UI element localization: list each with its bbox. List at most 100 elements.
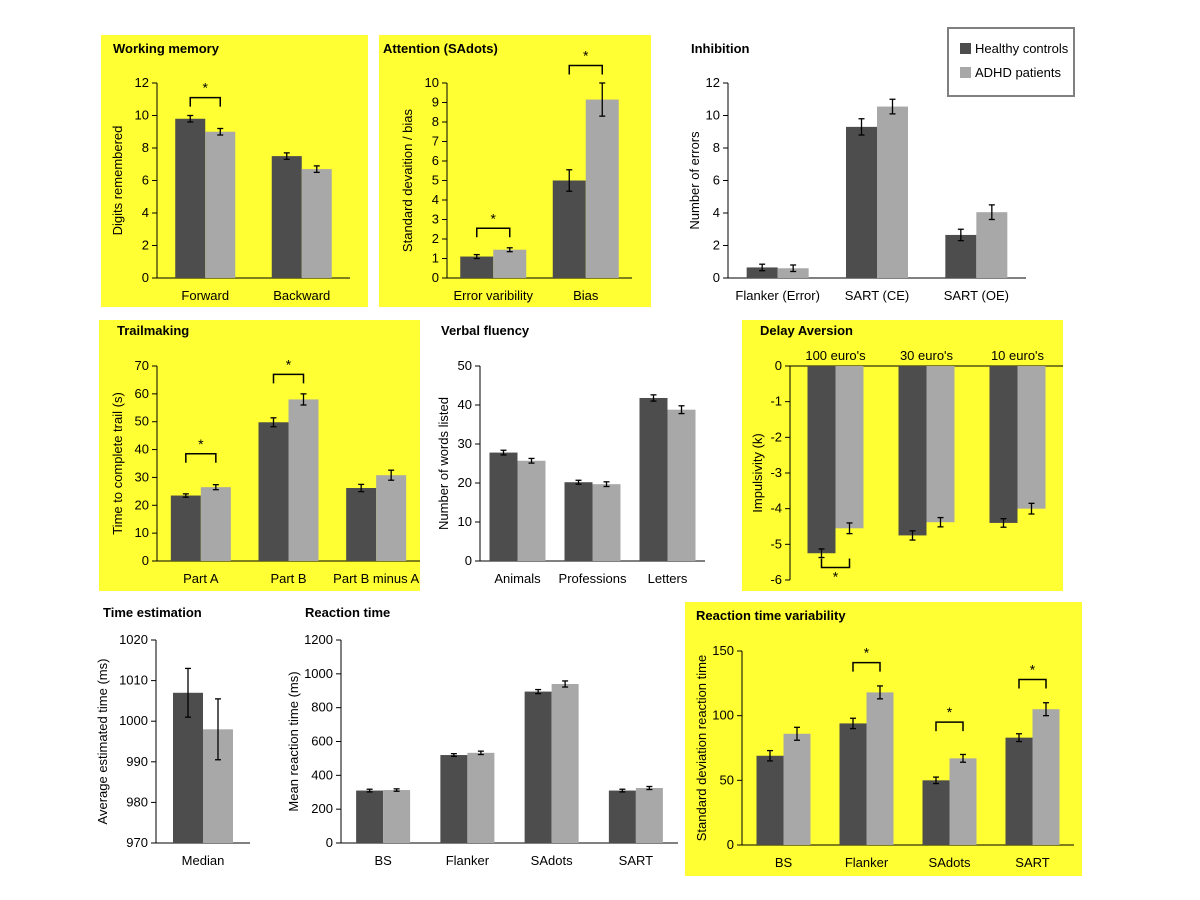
y-tick-label: 40	[458, 397, 472, 412]
bar-adhd	[866, 692, 894, 845]
y-tick-label: -3	[770, 465, 782, 480]
bar-healthy	[524, 691, 552, 843]
x-tick-label: SART (CE)	[845, 288, 910, 303]
y-axis-label: Average estimated time (ms)	[95, 659, 110, 825]
y-tick-label: 70	[135, 358, 149, 373]
significance-bracket	[1018, 678, 1047, 689]
bar-healthy	[807, 366, 836, 554]
y-tick-label: 1010	[119, 673, 148, 688]
significance-marker: *	[203, 80, 209, 96]
chart-attention: Attention (SAdots) 0 1 2 3 4 5 6 7 8 9 10 Standard d…	[379, 35, 651, 307]
y-tick-label: 7	[432, 134, 439, 149]
y-tick-label: 1200	[304, 632, 333, 647]
y-tick-label: 980	[126, 794, 148, 809]
significance-marker: *	[491, 210, 497, 226]
y-tick-label: -5	[770, 536, 782, 551]
y-tick-label: 2	[713, 238, 720, 253]
y-tick-label: -2	[770, 429, 782, 444]
y-tick-label: 10	[425, 75, 439, 90]
bar-healthy	[989, 366, 1018, 523]
x-tick-label: Flanker	[845, 855, 889, 870]
bar-healthy	[271, 156, 302, 278]
significance-marker: *	[198, 436, 204, 452]
bar-healthy	[346, 488, 377, 561]
chart-title: Attention (SAdots)	[383, 41, 498, 56]
legend-box	[947, 27, 1075, 97]
y-tick-label: 8	[432, 114, 439, 129]
y-tick-label: 50	[458, 358, 472, 373]
x-tick-label: Letters	[648, 571, 688, 586]
x-tick-label: Part B minus A	[333, 571, 419, 586]
x-tick-label: 10 euro's	[991, 348, 1045, 363]
bar-healthy	[756, 755, 784, 845]
y-tick-label: 4	[432, 192, 439, 207]
x-tick-label: Error varibility	[454, 288, 534, 303]
bar-adhd	[1032, 709, 1060, 845]
chart-title: Reaction time variability	[696, 608, 846, 623]
bar-adhd	[1017, 366, 1046, 509]
y-axis-label: Standard devaition / bias	[400, 108, 415, 252]
x-tick-label: 30 euro's	[900, 348, 954, 363]
bar-healthy	[356, 790, 384, 843]
y-tick-label: 50	[720, 772, 734, 787]
y-tick-label: 6	[142, 173, 149, 188]
bar-adhd	[288, 399, 319, 561]
bar-healthy	[564, 482, 593, 561]
y-tick-label: 2	[142, 238, 149, 253]
bar-adhd	[205, 131, 236, 278]
y-tick-label: 1000	[304, 666, 333, 681]
x-tick-label: Part B	[270, 571, 306, 586]
bar-healthy	[608, 790, 636, 843]
y-tick-label: 4	[713, 205, 720, 220]
y-tick-label: 12	[135, 75, 149, 90]
y-tick-label: 0	[727, 837, 734, 852]
y-axis-label: Number of errors	[687, 131, 702, 230]
y-tick-label: 0	[142, 270, 149, 285]
bar-healthy	[639, 397, 668, 561]
significance-marker: *	[864, 645, 870, 661]
y-tick-label: 10	[135, 525, 149, 540]
significance-bracket	[820, 558, 851, 569]
y-axis-label: Time to complete trail (s)	[110, 392, 125, 535]
significance-bracket	[852, 661, 881, 672]
chart-title: Delay Aversion	[760, 323, 853, 338]
y-tick-label: 2	[432, 231, 439, 246]
x-tick-label: Flanker	[446, 853, 490, 868]
y-tick-label: 8	[142, 140, 149, 155]
x-tick-label: Median	[182, 853, 225, 868]
x-tick-label: SART	[619, 853, 653, 868]
chart-trailmaking: Trailmaking 0 10 20 30 40 50 60 70 Time to comple…	[99, 320, 420, 591]
bar-adhd	[976, 212, 1008, 278]
significance-bracket	[476, 227, 511, 238]
y-tick-label: 800	[311, 700, 333, 715]
bar-healthy	[173, 692, 203, 843]
y-tick-label: 20	[458, 475, 472, 490]
x-tick-label: Professions	[559, 571, 627, 586]
y-tick-label: 970	[126, 835, 148, 850]
y-tick-label: 5	[432, 173, 439, 188]
legend-label-adhd: ADHD patients	[975, 65, 1061, 80]
chart-title: Trailmaking	[117, 323, 189, 338]
x-tick-label: Flanker (Error)	[735, 288, 820, 303]
y-tick-label: 50	[135, 414, 149, 429]
legend-label-healthy: Healthy controls	[975, 41, 1069, 56]
y-tick-label: 30	[458, 436, 472, 451]
bar-healthy	[922, 780, 950, 845]
y-tick-label: 10	[135, 108, 149, 123]
bar-healthy	[489, 452, 518, 561]
y-tick-label: 100	[712, 708, 734, 723]
bar-adhd	[926, 366, 955, 523]
significance-bracket	[189, 96, 221, 107]
x-tick-label: Backward	[273, 288, 330, 303]
bar-adhd	[783, 733, 811, 845]
chart-inhibition: Inhibition 0 2 4 6 8 10 12 Number of errors Flank…	[687, 41, 1026, 303]
y-tick-label: 20	[135, 497, 149, 512]
chart-time-estimation: Time estimation 970 980 990 1000 1010 1020 Aver…	[95, 605, 250, 868]
x-tick-label: Forward	[181, 288, 229, 303]
bar-adhd	[777, 268, 809, 278]
y-tick-label: 40	[135, 442, 149, 457]
bar-adhd	[383, 790, 411, 843]
bar-healthy	[258, 422, 289, 561]
y-tick-label: 200	[311, 801, 333, 816]
